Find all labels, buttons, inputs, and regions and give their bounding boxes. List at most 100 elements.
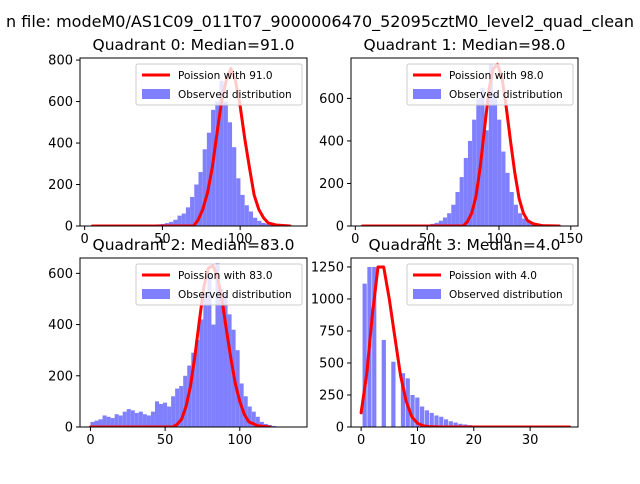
histogram-bar: [447, 213, 451, 226]
histogram-bar: [455, 192, 459, 226]
legend-label: Observed distribution: [178, 89, 292, 101]
histogram-bar: [228, 122, 232, 226]
histogram-bar: [434, 415, 438, 427]
histogram-bar: [143, 414, 147, 427]
y-tick-label: 0: [65, 220, 73, 235]
histogram-bar: [171, 396, 175, 427]
x-tick-label: 0: [351, 232, 359, 247]
histogram-bar: [127, 409, 131, 427]
y-tick-label: 200: [48, 369, 73, 384]
histogram-bar: [211, 325, 215, 427]
chart-panel-2: 0 50 100 0 200 400 600 Quadrant 2: Median=83.0 P…: [48, 236, 307, 448]
histogram-bar: [199, 319, 203, 427]
legend-label: Poission with 83.0: [178, 270, 273, 282]
histogram-bar: [177, 216, 181, 226]
histogram-bar: [240, 195, 244, 226]
histogram-bar: [245, 205, 249, 226]
subplot-title: Quadrant 0: Median=91.0: [93, 36, 295, 54]
histogram-bar: [159, 404, 163, 427]
y-tick-label: 400: [48, 137, 73, 152]
y-tick-label: 400: [319, 134, 344, 149]
legend-hist-swatch: [142, 289, 170, 299]
chart-panel-3: 0 10 20 30 0 250 500 750 1000 1250 Quadrant 3: Med…: [311, 236, 578, 448]
x-tick-label: 50: [157, 433, 174, 448]
histogram-bar: [439, 417, 443, 427]
y-tick-label: 500: [319, 356, 344, 371]
histogram-bar: [430, 413, 434, 427]
x-tick-label: 150: [558, 232, 583, 247]
subplot-title: Quadrant 1: Median=98.0: [364, 36, 566, 54]
subplot-title: Quadrant 3: Median=4.0: [368, 236, 560, 254]
x-tick-label: 20: [466, 433, 483, 448]
legend-label: Poission with 4.0: [449, 270, 537, 282]
histogram-bar: [167, 407, 171, 427]
figure-title: n file: modeM0/AS1C09_011T07_9000006470_…: [6, 12, 634, 32]
histogram-bar: [163, 403, 167, 427]
histogram-bar: [497, 120, 501, 226]
histogram-bar: [190, 197, 194, 226]
x-tick-label: 30: [522, 433, 539, 448]
histogram-bar: [493, 94, 497, 226]
histogram-bar: [182, 214, 186, 226]
histogram-bar: [249, 211, 253, 226]
histogram-bar: [510, 192, 514, 226]
legend-hist-swatch: [413, 89, 441, 99]
histogram-bar: [186, 207, 190, 226]
histogram-bar: [103, 415, 107, 427]
legend-label: Observed distribution: [449, 289, 563, 301]
y-tick-label: 600: [48, 95, 73, 110]
y-tick-label: 400: [48, 318, 73, 333]
x-tick-label: 0: [86, 433, 94, 448]
x-tick-label: 10: [409, 433, 426, 448]
legend: Poission with 91.0 Observed distribution: [136, 64, 302, 105]
y-tick-label: 250: [319, 388, 344, 403]
histogram-bar: [107, 417, 111, 427]
histogram-bar: [232, 147, 236, 226]
y-tick-label: 0: [336, 220, 344, 235]
y-tick-label: 0: [65, 421, 73, 436]
histogram-bar: [382, 340, 386, 427]
y-tick-label: 600: [48, 267, 73, 282]
histogram-bar: [151, 412, 155, 427]
histogram-bar: [518, 213, 522, 226]
histogram-bar: [257, 221, 261, 226]
y-tick-label: 600: [319, 92, 344, 107]
legend-label: Observed distribution: [178, 289, 292, 301]
x-tick-label: 0: [357, 433, 365, 448]
legend: Poission with 83.0 Observed distribution: [136, 264, 302, 305]
y-tick-label: 1250: [311, 260, 344, 275]
histogram-bar: [115, 414, 119, 427]
histogram-bar: [253, 218, 257, 226]
histogram-bar: [123, 412, 127, 427]
x-tick-label: 100: [227, 433, 252, 448]
histogram-bar: [460, 177, 464, 226]
y-tick-label: 750: [319, 324, 344, 339]
y-tick-label: 200: [319, 177, 344, 192]
histogram-bar: [485, 130, 489, 226]
x-tick-label: 0: [81, 232, 89, 247]
histogram-bar: [224, 102, 228, 226]
y-tick-label: 800: [48, 54, 73, 69]
y-tick-label: 1000: [311, 292, 344, 307]
y-tick-label: 0: [336, 421, 344, 436]
histogram-bar: [425, 410, 429, 427]
histogram-bar: [514, 205, 518, 226]
legend-label: Poission with 91.0: [178, 70, 273, 82]
histogram-bar: [451, 205, 455, 226]
histogram-bar: [131, 410, 135, 427]
histogram-bar: [505, 173, 509, 226]
legend-label: Poission with 98.0: [449, 70, 544, 82]
histogram-bar: [119, 415, 123, 427]
legend-hist-swatch: [142, 89, 170, 99]
subplot-title: Quadrant 2: Median=83.0: [93, 236, 295, 254]
histogram-bar: [236, 178, 240, 226]
legend-hist-swatch: [413, 289, 441, 299]
histogram-bar: [139, 412, 143, 427]
histogram-bar: [464, 158, 468, 226]
histogram-bar: [135, 413, 139, 427]
histogram-bar: [501, 152, 505, 226]
